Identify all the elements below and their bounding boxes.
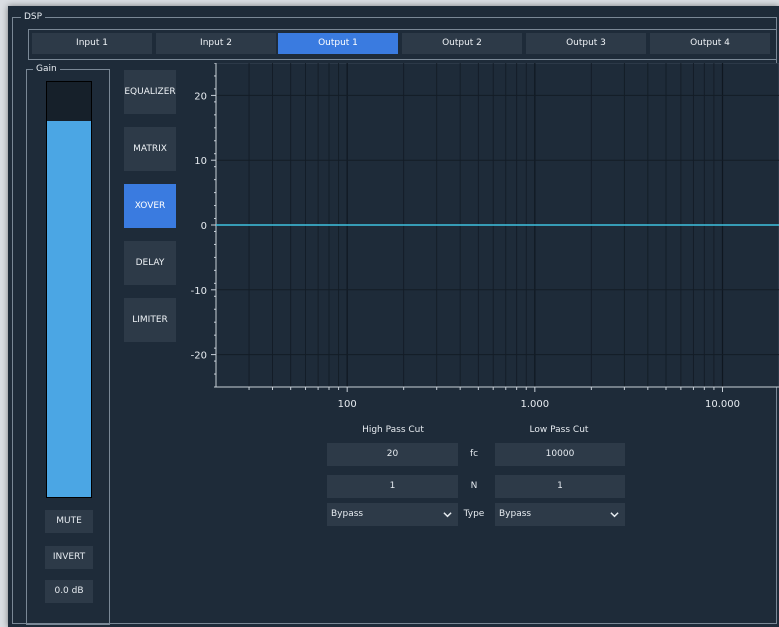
chevron-down-icon [610, 512, 619, 518]
invert-button[interactable]: INVERT [45, 546, 93, 569]
low-pass-n-field[interactable]: 1 [495, 475, 625, 498]
high-pass-fc-field[interactable]: 20 [327, 443, 458, 466]
equalizer-button[interactable]: EQUALIZER [124, 70, 176, 114]
tab-input-1[interactable]: Input 1 [32, 33, 152, 54]
dsp-title: DSP [21, 11, 46, 23]
chart-grid-x [248, 63, 724, 387]
high-pass-n-field[interactable]: 1 [327, 475, 458, 498]
x-tick-label: 10.000 [705, 399, 740, 410]
dsp-panel: DSP Input 1 Input 2 Output 1 Output 2 Ou… [8, 6, 779, 627]
n-label: N [470, 481, 478, 491]
tab-output-1[interactable]: Output 1 [278, 33, 398, 54]
fc-label: fc [469, 449, 479, 459]
type-label: Type [463, 509, 485, 519]
gain-meter[interactable] [46, 81, 92, 498]
x-tick-label: 100 [338, 399, 357, 410]
y-tick-label: -10 [191, 286, 207, 297]
low-pass-fc-field[interactable]: 10000 [495, 443, 625, 466]
gain-title: Gain [33, 63, 60, 75]
low-pass-type-value: Bypass [499, 509, 532, 519]
gain-meter-fill [47, 121, 91, 497]
y-tick-label: -20 [191, 351, 207, 362]
high-pass-label: High Pass Cut [362, 425, 424, 435]
y-tick-label: 0 [201, 221, 207, 232]
gain-group: Gain [26, 63, 110, 625]
matrix-button[interactable]: MATRIX [124, 127, 176, 171]
y-tick-label: 20 [194, 91, 207, 102]
channel-tab-bar [28, 29, 777, 60]
y-tick-label: 10 [194, 156, 207, 167]
high-pass-type-select[interactable]: Bypass [327, 503, 458, 526]
low-pass-label: Low Pass Cut [529, 425, 589, 435]
delay-button[interactable]: DELAY [124, 241, 176, 285]
chevron-down-icon [443, 512, 452, 518]
xover-button[interactable]: XOVER [124, 184, 176, 228]
limiter-button[interactable]: LIMITER [124, 298, 176, 342]
tab-output-3[interactable]: Output 3 [526, 33, 646, 54]
mute-button[interactable]: MUTE [45, 510, 93, 533]
x-tick-label: 1.000 [521, 399, 550, 410]
tab-input-2[interactable]: Input 2 [156, 33, 276, 54]
tab-output-2[interactable]: Output 2 [402, 33, 522, 54]
high-pass-type-value: Bypass [331, 509, 364, 519]
tab-output-4[interactable]: Output 4 [650, 33, 770, 54]
low-pass-type-select[interactable]: Bypass [495, 503, 625, 526]
gain-value-button[interactable]: 0.0 dB [45, 580, 93, 603]
